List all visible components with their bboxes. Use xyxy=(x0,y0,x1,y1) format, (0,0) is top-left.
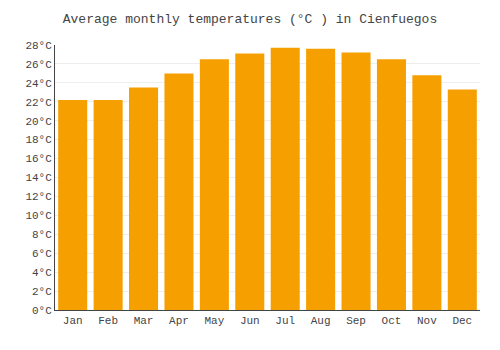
svg-text:22°C: 22°C xyxy=(25,97,52,109)
svg-text:Aug: Aug xyxy=(311,315,331,327)
svg-text:2°C: 2°C xyxy=(32,286,52,298)
svg-text:Dec: Dec xyxy=(452,315,472,327)
svg-text:26°C: 26°C xyxy=(25,59,52,71)
svg-text:Jul: Jul xyxy=(275,315,295,327)
svg-text:8°C: 8°C xyxy=(32,229,52,241)
svg-text:16°C: 16°C xyxy=(25,153,52,165)
svg-text:0°C: 0°C xyxy=(32,305,52,317)
svg-text:20°C: 20°C xyxy=(25,116,52,128)
svg-text:14°C: 14°C xyxy=(25,172,52,184)
svg-text:6°C: 6°C xyxy=(32,248,52,260)
svg-text:Average monthly temperatures (: Average monthly temperatures (°C ) in Ci… xyxy=(63,12,437,27)
svg-text:4°C: 4°C xyxy=(32,267,52,279)
svg-text:Nov: Nov xyxy=(417,315,437,327)
svg-text:10°C: 10°C xyxy=(25,210,52,222)
svg-text:May: May xyxy=(204,315,224,327)
svg-text:Sep: Sep xyxy=(346,315,366,327)
svg-text:18°C: 18°C xyxy=(25,134,52,146)
svg-text:12°C: 12°C xyxy=(25,191,52,203)
svg-text:Oct: Oct xyxy=(382,315,402,327)
svg-text:Apr: Apr xyxy=(169,315,189,327)
svg-text:24°C: 24°C xyxy=(25,78,52,90)
svg-text:Mar: Mar xyxy=(134,315,154,327)
svg-text:Feb: Feb xyxy=(98,315,118,327)
svg-text:28°C: 28°C xyxy=(25,40,52,52)
svg-text:Jan: Jan xyxy=(63,315,83,327)
svg-text:Jun: Jun xyxy=(240,315,260,327)
